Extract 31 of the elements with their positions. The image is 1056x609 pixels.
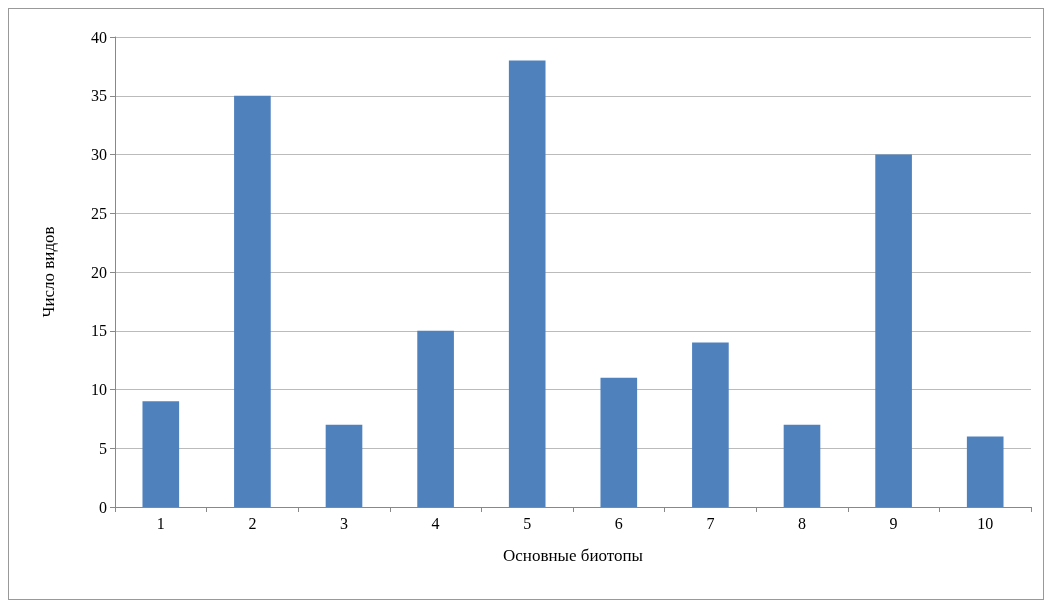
x-tick-label: 3 (340, 514, 348, 532)
x-tick-label: 10 (977, 514, 994, 532)
bar (875, 154, 912, 507)
x-tick-label: 5 (523, 514, 532, 532)
x-axis-title: Основные биотопы (502, 546, 644, 565)
y-axis-title: Число видов (39, 226, 58, 318)
x-tick-label: 2 (248, 514, 257, 532)
bar (234, 95, 271, 507)
y-tick-label: 25 (91, 204, 107, 222)
y-tick-label: 15 (91, 322, 107, 340)
x-tick-label: 9 (889, 514, 898, 532)
bar (783, 424, 821, 507)
y-tick-label: 35 (91, 87, 107, 105)
bar (966, 436, 1004, 507)
x-tick-label: 7 (706, 514, 715, 532)
x-tick-label: 4 (431, 514, 440, 532)
y-tick-label: 20 (91, 263, 107, 281)
bar (417, 330, 454, 507)
x-tick-label: 8 (798, 514, 806, 532)
y-tick-label: 30 (91, 146, 107, 163)
bar (325, 424, 363, 507)
bar (692, 342, 729, 507)
bar (142, 401, 180, 507)
y-tick-label: 10 (91, 381, 107, 398)
x-tick-label: 6 (614, 514, 623, 532)
bar (508, 60, 546, 507)
x-tick-label: 1 (156, 514, 165, 532)
y-tick-label: 0 (99, 498, 107, 516)
y-tick-label: 40 (91, 28, 107, 46)
bar (600, 377, 638, 507)
y-tick-label: 5 (99, 439, 107, 457)
